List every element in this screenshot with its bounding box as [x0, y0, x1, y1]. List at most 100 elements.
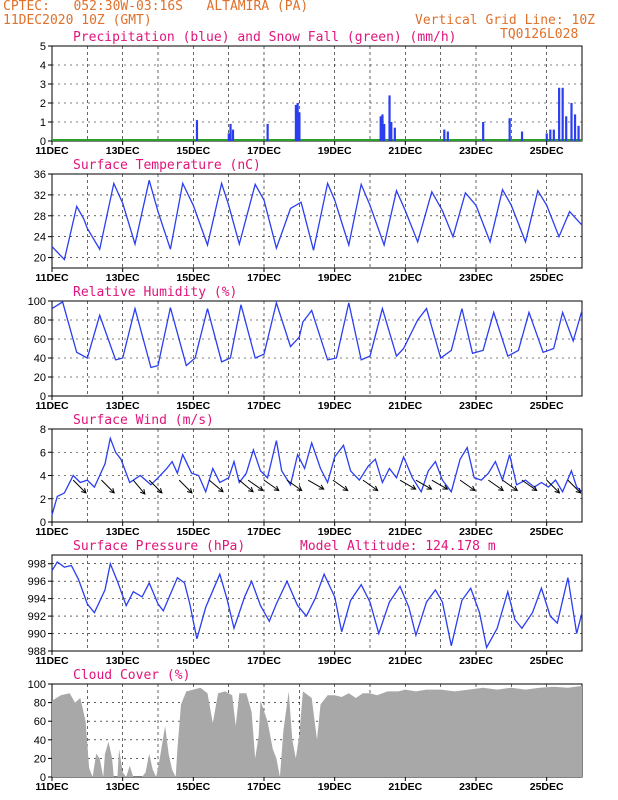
precip-bar: [577, 125, 580, 141]
wind-arrow: [431, 479, 449, 490]
wind-arrow: [546, 479, 561, 494]
x-tick-label: 25DEC: [530, 526, 564, 538]
precip-bar: [573, 114, 577, 141]
wind-arrow: [101, 479, 115, 494]
x-tick-label: 13DEC: [106, 526, 140, 538]
wind-arrow: [238, 479, 254, 493]
wind-arrow: [178, 479, 193, 494]
wind-arrow: [263, 479, 280, 492]
x-tick-label: 25DEC: [530, 655, 564, 667]
precip-bar: [388, 95, 391, 141]
x-tick-label: 13DEC: [106, 781, 140, 793]
wind-arrow-head: [469, 485, 476, 492]
series-line: [51, 180, 583, 261]
wind-arrow-head: [575, 487, 582, 494]
panel-title: Precipitation (blue) and Snow Fall (gree…: [73, 30, 457, 45]
wind-arrow-head: [273, 485, 280, 492]
precip-bar: [443, 129, 446, 141]
wind-arrow-head: [156, 487, 163, 494]
wind-arrow-shaft: [307, 479, 325, 490]
header-location: CPTEC: 052:30W-03:16S ALTAMIRA (PA): [3, 0, 309, 14]
wind-arrow-shaft: [238, 479, 254, 493]
wind-arrow-head: [80, 487, 87, 494]
panel-title: Relative Humidity (%): [73, 285, 237, 300]
wind-arrow-shaft: [72, 479, 87, 494]
wind-arrow-shaft: [178, 479, 193, 494]
x-tick-label: 25DEC: [530, 781, 564, 793]
wind-arrow-shaft: [148, 479, 163, 494]
wind-arrow-head: [410, 484, 417, 490]
wind-arrow: [132, 479, 146, 495]
x-tick-label: 11DEC: [35, 655, 69, 667]
x-tick-label: 11DEC: [35, 272, 69, 284]
wind-arrow: [488, 479, 504, 492]
y-tick-label: 0: [40, 391, 46, 403]
wind-arrow-head: [531, 485, 538, 492]
x-tick-label: 13DEC: [106, 272, 140, 284]
y-tick-label: 998: [28, 559, 46, 571]
model-altitude-label: Model Altitude: 124.178 m: [300, 539, 496, 554]
x-tick-label: 23DEC: [459, 526, 493, 538]
cloud-cover-area: [52, 685, 582, 777]
y-tick-label: 60: [34, 334, 46, 346]
series-line: [51, 561, 583, 650]
wind-arrow: [247, 479, 264, 492]
wind-arrow-shaft: [286, 479, 302, 491]
header-grid-note: Vertical Grid Line: 10Z: [415, 13, 596, 28]
precip-bar: [393, 127, 396, 141]
wind-arrow-head: [318, 484, 325, 490]
x-tick-label: 19DEC: [318, 526, 352, 538]
wind-arrow-shaft: [101, 479, 115, 494]
wind-arrow: [307, 479, 325, 490]
wind-arrow-shaft: [332, 479, 348, 491]
wind-arrow-shaft: [362, 479, 378, 491]
precip-bar: [520, 131, 524, 141]
wind-arrow-shaft: [132, 479, 146, 495]
y-tick-label: 100: [28, 679, 46, 691]
precip-bar: [298, 112, 301, 141]
wind-arrow-head: [342, 485, 349, 492]
header-run-time: 11DEC2020 10Z (GMT): [3, 13, 152, 28]
wind-arrow: [208, 479, 224, 493]
x-tick-label: 11DEC: [35, 781, 69, 793]
y-tick-label: 40: [34, 353, 46, 365]
wind-arrow-head: [296, 485, 303, 492]
wind-arrow-shaft: [431, 479, 448, 490]
wind-arrow: [399, 479, 417, 490]
panel-title: Surface Pressure (hPa): [73, 539, 245, 554]
precip-bar: [231, 129, 235, 141]
precip-bar: [552, 129, 555, 141]
y-tick-label: 992: [28, 611, 46, 623]
x-tick-label: 23DEC: [459, 272, 493, 284]
panel-frame: [51, 45, 583, 142]
y-tick-label: 6: [40, 447, 46, 459]
y-tick-label: 2: [40, 494, 46, 506]
precip-bar: [558, 87, 561, 141]
wind-arrow: [286, 479, 303, 492]
x-tick-label: 13DEC: [106, 145, 140, 157]
y-tick-label: 20: [34, 372, 46, 384]
precip-bar: [296, 103, 299, 141]
precip-bar: [294, 104, 297, 141]
precip-bar: [229, 123, 232, 141]
x-tick-label: 21DEC: [388, 145, 422, 157]
y-tick-label: 32: [34, 190, 46, 202]
x-tick-label: 13DEC: [106, 400, 140, 412]
y-tick-label: 0: [40, 517, 46, 529]
wind-arrow: [502, 479, 519, 492]
x-tick-label: 19DEC: [318, 145, 352, 157]
panel-title: Surface Wind (m/s): [73, 413, 214, 428]
wind-arrow-head: [218, 486, 224, 493]
x-tick-label: 21DEC: [388, 655, 422, 667]
precip-bar: [570, 103, 573, 141]
panel-title: Surface Temperature (nC): [73, 158, 261, 173]
panel-frame: [51, 554, 583, 652]
wind-arrow-shaft: [567, 479, 581, 494]
wind-arrow-head: [498, 485, 504, 492]
wind-arrow: [362, 479, 379, 492]
wind-arrow-shaft: [399, 479, 416, 490]
y-tick-label: 40: [34, 735, 46, 747]
precip-bar: [561, 87, 564, 141]
wind-arrow: [567, 479, 582, 494]
